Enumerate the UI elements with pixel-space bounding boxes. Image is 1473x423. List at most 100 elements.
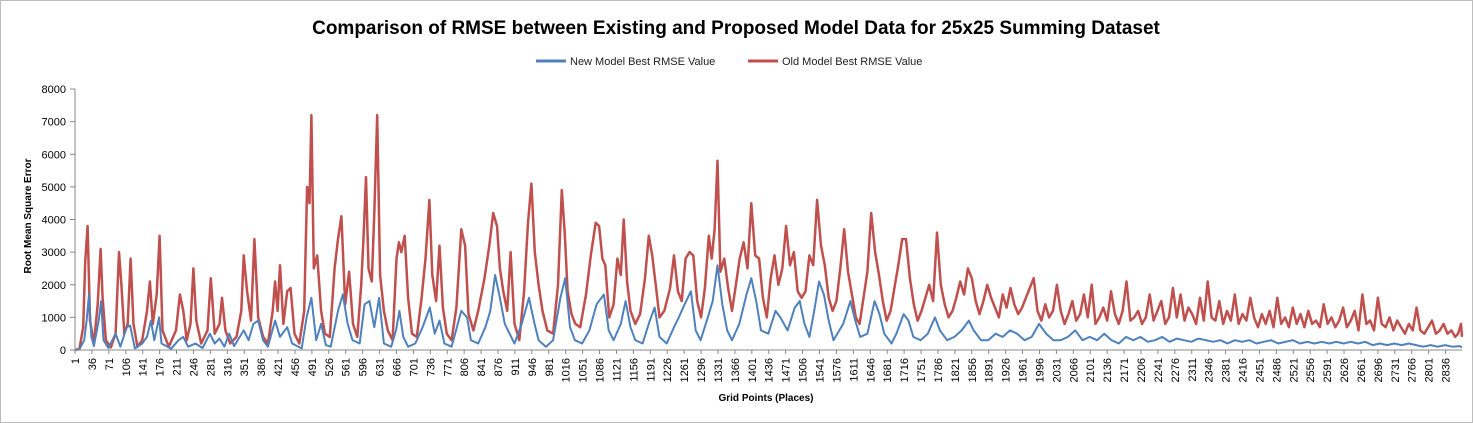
x-tick-label: 281 <box>205 358 217 376</box>
x-tick-label: 596 <box>358 358 370 376</box>
y-tick-label: 6000 <box>42 149 66 161</box>
x-tick-label: 2661 <box>1356 358 1368 382</box>
x-tick-label: 1681 <box>882 358 894 382</box>
y-tick-label: 2000 <box>42 280 66 292</box>
x-tick-label: 1261 <box>679 358 691 382</box>
x-tick-label: 876 <box>493 358 505 376</box>
x-tick-label: 106 <box>121 358 133 376</box>
x-tick-label: 2696 <box>1373 358 1385 382</box>
x-tick-label: 2171 <box>1119 358 1131 382</box>
y-tick-label: 1000 <box>42 312 66 324</box>
x-tick-label: 176 <box>155 358 167 376</box>
x-tick-label: 2556 <box>1305 358 1317 382</box>
series-line-old-model <box>74 113 1464 352</box>
x-tick-label: 71 <box>104 358 116 370</box>
x-tick-label: 2521 <box>1288 358 1300 382</box>
x-tick-label: 2766 <box>1407 358 1419 382</box>
x-tick-label: 1191 <box>645 358 657 382</box>
x-tick-label: 1646 <box>865 358 877 382</box>
x-tick-label: 1471 <box>781 358 793 382</box>
x-tick-label: 771 <box>442 358 454 376</box>
x-tick-label: 1366 <box>730 358 742 382</box>
x-tick-label: 1086 <box>595 358 607 382</box>
x-tick-label: 1821 <box>950 358 962 382</box>
x-tick-label: 1716 <box>899 358 911 382</box>
y-tick-label: 7000 <box>42 117 66 129</box>
x-tick-label: 2101 <box>1085 358 1097 382</box>
x-tick-label: 2626 <box>1339 358 1351 382</box>
x-tick-label: 1961 <box>1018 358 1030 382</box>
x-tick-label: 1436 <box>764 358 776 382</box>
x-tick-label: 2206 <box>1136 358 1148 382</box>
x-tick-label: 1926 <box>1001 358 1013 382</box>
y-tick-label: 4000 <box>42 215 66 227</box>
x-tick-label: 1891 <box>984 358 996 382</box>
x-tick-label: 386 <box>256 358 268 376</box>
x-tick-label: 2731 <box>1390 358 1402 382</box>
x-tick-label: 1576 <box>831 358 843 382</box>
x-tick-label: 36 <box>87 358 99 370</box>
x-tick-label: 806 <box>459 358 471 376</box>
x-tick-label: 1506 <box>798 358 810 382</box>
x-tick-label: 2381 <box>1221 358 1233 382</box>
x-tick-label: 2346 <box>1204 358 1216 382</box>
x-tick-label: 2451 <box>1254 358 1266 382</box>
legend-label-old-model: Old Model Best RMSE Value <box>782 56 922 68</box>
x-tick-label: 736 <box>425 358 437 376</box>
y-tick-label: 3000 <box>42 247 66 259</box>
y-axis-ticks: 0 1000 2000 3000 4000 5000 6000 7000 8000 <box>42 84 75 357</box>
x-tick-label: 1051 <box>578 358 590 382</box>
y-axis-title: Root Mean Square Error <box>23 158 34 273</box>
chart-title: Comparison of RMSE between Existing and … <box>312 18 1160 39</box>
x-axis-title: Grid Points (Places) <box>718 393 813 404</box>
x-tick-label: 631 <box>375 358 387 376</box>
x-tick-label: 141 <box>138 358 150 376</box>
x-tick-label: 1611 <box>848 358 860 382</box>
legend: New Model Best RMSE Value Old Model Best… <box>536 56 922 68</box>
x-tick-label: 2031 <box>1051 358 1063 382</box>
x-tick-label: 1401 <box>747 358 759 382</box>
x-tick-label: 1296 <box>696 358 708 382</box>
x-tick-label: 1751 <box>916 358 928 382</box>
x-tick-label: 561 <box>341 358 353 376</box>
x-tick-label: 1121 <box>611 358 623 382</box>
x-tick-label: 351 <box>239 358 251 376</box>
x-tick-label: 2801 <box>1424 358 1436 382</box>
x-tick-label: 526 <box>324 358 336 376</box>
x-tick-label: 211 <box>172 358 184 376</box>
x-tick-label: 1996 <box>1034 358 1046 382</box>
series-line-new-model <box>74 264 1463 351</box>
x-tick-label: 2241 <box>1153 358 1165 382</box>
x-axis-ticks: 1 36 71 106 141 176 211 246 281 316 351 386 421 456 49… <box>70 350 1453 382</box>
x-tick-label: 2486 <box>1271 358 1283 382</box>
x-tick-label: 491 <box>307 358 319 376</box>
x-tick-label: 2276 <box>1170 358 1182 382</box>
x-tick-label: 2136 <box>1102 358 1114 382</box>
x-tick-label: 946 <box>527 358 539 376</box>
legend-label-new-model: New Model Best RMSE Value <box>570 56 715 68</box>
x-tick-label: 2416 <box>1238 358 1250 382</box>
x-tick-label: 1016 <box>561 358 573 382</box>
x-tick-label: 456 <box>290 358 302 376</box>
x-tick-label: 316 <box>222 358 234 376</box>
x-tick-label: 2836 <box>1441 358 1453 382</box>
x-tick-label: 701 <box>408 358 420 376</box>
x-tick-label: 1226 <box>662 358 674 382</box>
y-tick-label: 0 <box>60 345 66 357</box>
x-tick-label: 421 <box>273 358 285 376</box>
y-tick-label: 8000 <box>42 84 66 96</box>
x-tick-label: 1 <box>70 358 82 364</box>
x-tick-label: 2591 <box>1322 358 1334 382</box>
x-tick-label: 2311 <box>1187 358 1199 382</box>
x-tick-label: 1786 <box>933 358 945 382</box>
x-tick-label: 1331 <box>713 358 725 382</box>
x-tick-label: 911 <box>510 358 522 376</box>
x-tick-label: 981 <box>544 358 556 376</box>
x-tick-label: 1156 <box>628 358 640 382</box>
series-group <box>74 113 1464 352</box>
x-tick-label: 1541 <box>815 358 827 382</box>
x-tick-label: 841 <box>476 358 488 376</box>
x-tick-label: 2066 <box>1068 358 1080 382</box>
